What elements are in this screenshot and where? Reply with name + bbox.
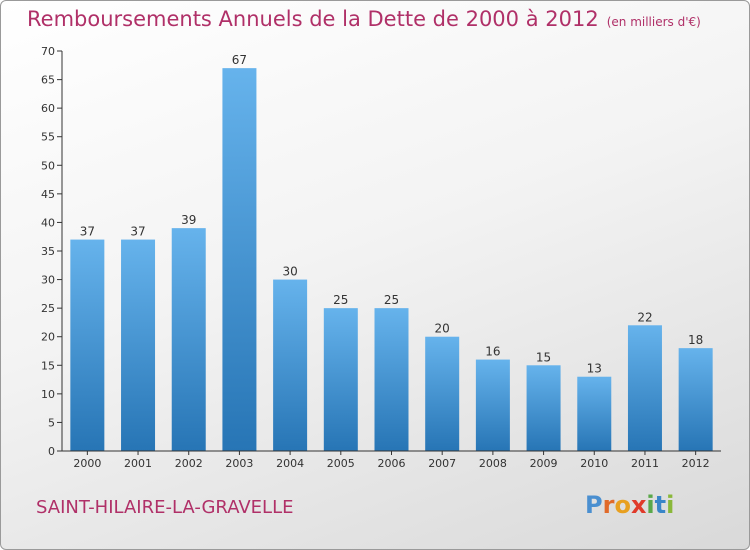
x-tick-label-2012: 2012 — [682, 457, 710, 470]
value-label-2009: 15 — [536, 350, 551, 364]
value-label-2007: 20 — [435, 322, 450, 336]
y-tick-label-60: 60 — [41, 102, 55, 115]
x-tick-label-2011: 2011 — [631, 457, 659, 470]
x-tick-label-2000: 2000 — [73, 457, 101, 470]
bar-2007 — [425, 336, 460, 451]
y-tick-label-20: 20 — [41, 331, 55, 344]
value-label-2002: 39 — [181, 213, 196, 227]
value-label-2000: 37 — [80, 225, 95, 239]
y-tick-label-25: 25 — [41, 302, 55, 315]
logo-letter: r — [602, 491, 615, 519]
axis-layer: 2000 2001 2002 2003 2004 2005 2006 2007 2008 2009… — [41, 45, 721, 470]
y-tick-label-40: 40 — [41, 216, 55, 229]
bar-2004 — [273, 279, 308, 451]
title-text: Remboursements Annuels de la Dette de 20… — [27, 7, 599, 31]
y-tick-label-65: 65 — [41, 74, 55, 87]
chart-subtitle: (en milliers d'€) — [606, 15, 701, 29]
y-tick-label-50: 50 — [41, 159, 55, 172]
x-tick-label-2005: 2005 — [327, 457, 355, 470]
x-tick-label-2001: 2001 — [124, 457, 152, 470]
x-tick-label-2003: 2003 — [225, 457, 253, 470]
chart-title: Remboursements Annuels de la Dette de 20… — [27, 7, 701, 31]
bars-layer: 37 37 39 67 30 25 25 20 16 15 13 22 18 — [70, 53, 713, 452]
value-label-2008: 16 — [485, 345, 500, 359]
value-label-2010: 13 — [587, 362, 602, 376]
bar-2006 — [374, 308, 409, 451]
bar-2003 — [222, 68, 257, 452]
x-tick-label-2004: 2004 — [276, 457, 304, 470]
y-tick-label-10: 10 — [41, 388, 55, 401]
x-tick-label-2009: 2009 — [530, 457, 558, 470]
y-tick-label-35: 35 — [41, 245, 55, 258]
commune-name: SAINT-HILAIRE-LA-GRAVELLE — [36, 497, 294, 518]
y-tick-label-45: 45 — [41, 188, 55, 201]
x-tick-label-2007: 2007 — [428, 457, 456, 470]
value-label-2001: 37 — [130, 225, 145, 239]
value-label-2006: 25 — [384, 293, 399, 307]
y-tick-label-70: 70 — [41, 45, 55, 58]
bar-2008 — [475, 359, 510, 451]
bar-2012 — [678, 348, 713, 451]
bar-2000 — [70, 239, 105, 451]
value-label-2011: 22 — [637, 310, 652, 324]
logo-letter: o — [614, 491, 631, 519]
y-tick-label-30: 30 — [41, 274, 55, 287]
logo-letter: i — [646, 491, 655, 519]
y-tick-label-0: 0 — [48, 445, 55, 458]
logo-letter: P — [585, 491, 603, 519]
bar-2009 — [526, 365, 561, 451]
bar-2010 — [577, 376, 612, 451]
x-tick-label-2006: 2006 — [378, 457, 406, 470]
y-tick-label-5: 5 — [48, 416, 55, 429]
value-label-2003: 67 — [232, 53, 247, 67]
logo-letter: i — [666, 491, 675, 519]
x-tick-label-2008: 2008 — [479, 457, 507, 470]
bar-2001 — [121, 239, 156, 451]
value-label-2005: 25 — [333, 293, 348, 307]
value-label-2004: 30 — [282, 265, 297, 279]
value-label-2012: 18 — [688, 333, 703, 347]
x-tick-label-2010: 2010 — [580, 457, 608, 470]
logo-letter: x — [630, 491, 647, 519]
x-tick-label-2002: 2002 — [175, 457, 203, 470]
bar-2011 — [627, 325, 662, 451]
bar-2005 — [323, 308, 358, 451]
bar-2002 — [171, 228, 206, 451]
proxiti-logo: Proxiti — [585, 491, 674, 519]
y-tick-label-15: 15 — [41, 359, 55, 372]
logo-letter: t — [654, 491, 667, 519]
y-tick-label-55: 55 — [41, 131, 55, 144]
